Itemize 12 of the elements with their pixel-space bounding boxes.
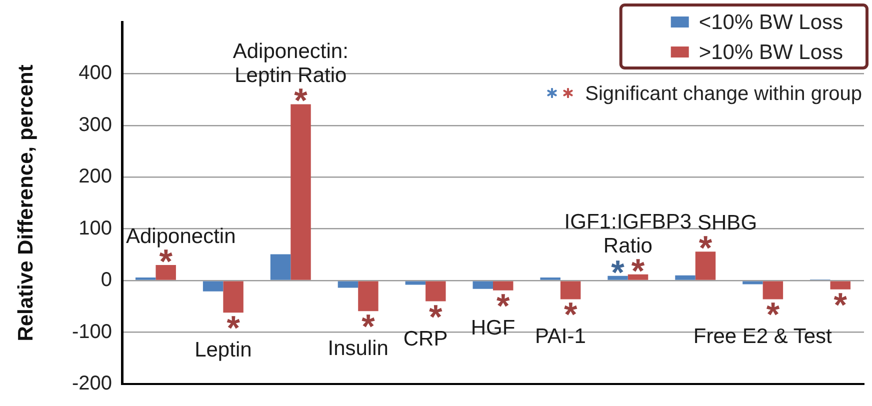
y-tick-label: -200 <box>72 372 112 395</box>
legend-label: >10% BW Loss <box>698 40 844 64</box>
annotation: Significant change within group <box>585 83 862 105</box>
data-label: * <box>834 286 848 324</box>
y-axis-title: Relative Difference, percent <box>14 64 38 342</box>
y-tick-label: -100 <box>72 320 112 343</box>
legend-label: <10% BW Loss <box>698 10 844 34</box>
y-tick-label: 400 <box>78 62 112 84</box>
y-tick-label: 300 <box>78 114 112 136</box>
y-tick-label: 100 <box>78 217 112 240</box>
y-tick-label: 200 <box>78 166 112 188</box>
y-tick-label: 0 <box>100 269 112 292</box>
